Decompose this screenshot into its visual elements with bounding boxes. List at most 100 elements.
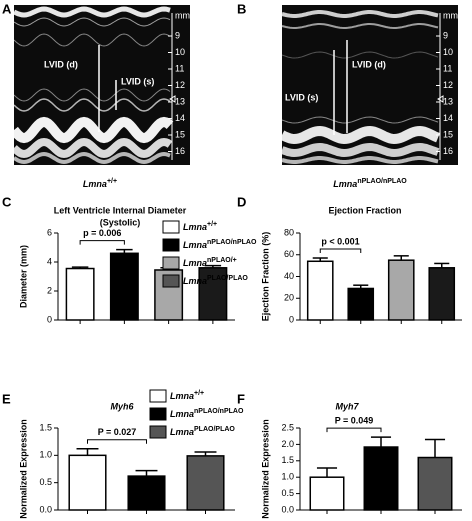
text-sup: +/+ [107,178,117,185]
echo-caption: LmnanPLAO/nPLAO [333,178,407,190]
scale-label: 16 [443,146,453,156]
scale-label: 11 [175,63,184,73]
significance-bracket [87,439,147,444]
text-sup: +/+ [207,221,217,228]
legend-label: LmnanPLAO/+ [183,257,237,269]
scale-label: 10 [443,47,453,57]
y-tick-label: 0 [289,314,294,324]
y-tick-label: 0.0 [39,504,52,514]
lvid-label: LVID (d) [44,59,78,69]
scale-label: 13 [175,96,185,106]
scale-label: 15 [175,129,185,139]
scale-marker [169,95,176,103]
text-base: Lmna [83,179,107,189]
scale-label: 14 [443,113,453,123]
echo-trace [13,17,171,27]
echo-trace [281,116,439,124]
legend-label: LmnaPLAO/PLAO [170,426,235,438]
echo-image [282,5,458,165]
y-tick-label: 0.0 [281,504,294,514]
y-tick-label: 1.0 [39,450,52,460]
echo-caption: Lmna+/+ [83,178,117,190]
bar [347,287,375,321]
bar [306,260,334,321]
legend-swatch [149,425,167,439]
legend-swatch [162,256,180,270]
y-tick-label: 1.0 [281,472,294,482]
legend-swatch [162,274,180,288]
y-tick-label: 0 [47,314,52,324]
text-base: Lmna [183,222,207,232]
scale-label: 9 [443,30,448,40]
panel-letter: D [237,194,246,209]
text-sup: nPLAO/nPLAO [207,239,257,246]
echo-trace [281,156,439,164]
scale-label: 12 [443,80,453,90]
echo-trace [10,116,174,144]
significance-bracket [326,427,382,433]
significance-bracket [319,248,362,254]
y-axis-label: Normalized Expression [18,419,28,519]
significance-bracket [79,240,125,245]
legend-swatch [149,407,167,421]
legend-label: Lmna+/+ [170,390,204,402]
chart-title: Myh6 [110,401,134,411]
legend-label: LmnaPLAO/PLAO [183,275,248,287]
p-value: p = 0.006 [83,228,121,238]
text-base: Lmna [333,179,357,189]
text-sup: PLAO/PLAO [194,426,235,433]
echo-trace [280,142,440,158]
panel-letter: E [2,391,11,406]
scale-unit: mm [443,10,458,20]
echo-trace [12,151,171,165]
bar [417,456,453,511]
echo-trace [13,33,171,47]
bar [428,267,456,321]
echo-trace [279,125,440,145]
scale-label: 16 [175,146,185,156]
scale-marker [437,95,444,103]
p-value: p < 0.001 [321,236,359,246]
echo-trace [13,88,171,102]
y-tick-label: 2 [47,285,52,295]
bar [68,454,107,511]
scale-label: 13 [443,96,453,106]
chart-title: Ejection Fraction [328,205,401,215]
y-tick-label: 1.5 [281,455,294,465]
scale-label: 14 [175,113,185,123]
text-base: Lmna [183,240,207,250]
y-tick-label: 6 [47,227,52,237]
echo-trace [12,6,171,18]
y-axis-label: Diameter (mm) [18,245,28,308]
text-sup: PLAO/PLAO [207,275,248,282]
scale-label: 10 [175,47,185,57]
echo-trace [13,98,171,112]
y-axis-label: Ejection Fraction (%) [260,232,270,322]
chart-subtitle: (Systolic) [100,217,141,227]
y-tick-label: 1.5 [39,422,52,432]
legend-label: Lmna+/+ [183,221,217,233]
scale-label: 11 [443,63,452,73]
echo-trace [281,51,439,59]
y-tick-label: 2.0 [281,439,294,449]
bar [198,267,228,321]
lvid-label: LVID (s) [121,76,154,86]
scale-label: 12 [175,80,185,90]
legend-label: LmnanPLAO/nPLAO [170,408,244,420]
y-tick-label: 80 [284,227,294,237]
p-value: P = 0.049 [335,416,374,426]
scale-label: 15 [443,129,453,139]
legend-label: LmnanPLAO/nPLAO [183,239,257,251]
text-base: Lmna [170,427,194,437]
echo-trace [11,137,173,159]
bar [363,446,399,511]
y-tick-label: 20 [284,293,294,303]
y-tick-label: 2.5 [281,422,294,432]
chart-title: Left Ventricle Internal Diameter [54,205,187,215]
text-base: Lmna [170,409,194,419]
text-sup: nPLAO/+ [207,257,237,264]
chart-title: Myh7 [335,401,359,411]
echo-trace [281,23,439,29]
text-sup: nPLAO/nPLAO [194,408,244,415]
panel-letter: C [2,194,12,209]
